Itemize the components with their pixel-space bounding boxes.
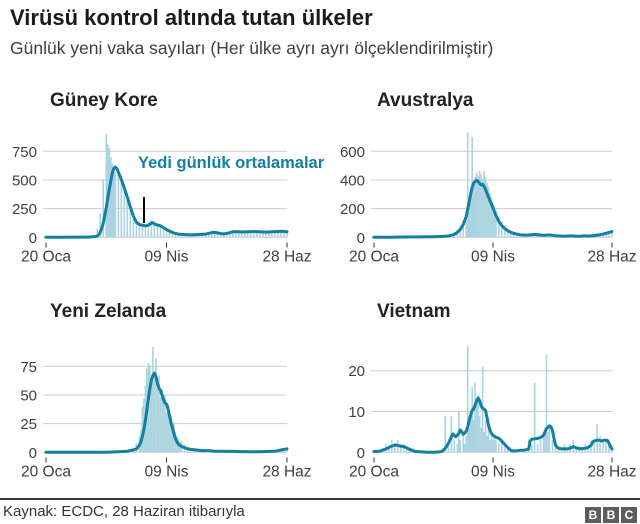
bbc-logo-block: C <box>621 507 637 523</box>
chart-title-guney-kore: Güney Kore <box>50 90 158 111</box>
y-axis-labels: 0 10 20 <box>348 363 365 462</box>
svg-text:20: 20 <box>348 363 365 380</box>
svg-text:50: 50 <box>20 388 37 405</box>
svg-text:28 Haz: 28 Haz <box>587 249 636 266</box>
seven-day-average-line <box>372 178 614 239</box>
gridlines <box>43 150 287 238</box>
svg-text:28 Haz: 28 Haz <box>262 464 311 481</box>
svg-text:09 Nis: 09 Nis <box>471 464 515 481</box>
chart-title-avustralya: Avustralya <box>377 90 474 111</box>
svg-text:500: 500 <box>12 173 37 190</box>
chart-title-yeni-zelanda: Yeni Zelanda <box>50 301 167 322</box>
svg-text:20 Oca: 20 Oca <box>21 249 71 266</box>
svg-text:750: 750 <box>12 144 37 161</box>
svg-text:20 Oca: 20 Oca <box>21 464 71 481</box>
chart-title-vietnam: Vietnam <box>377 301 451 322</box>
seven-day-average-line <box>44 165 289 239</box>
annotation-pointer-line <box>143 197 145 223</box>
svg-text:09 Nis: 09 Nis <box>145 464 189 481</box>
svg-text:20 Oca: 20 Oca <box>349 249 399 266</box>
svg-text:250: 250 <box>12 201 37 218</box>
daily-bars <box>45 134 288 238</box>
svg-text:28 Haz: 28 Haz <box>587 464 636 481</box>
source-text: Kaynak: ECDC, 28 Haziran itibarıyla <box>3 503 245 520</box>
footer-divider <box>0 498 640 500</box>
svg-text:0: 0 <box>29 445 37 462</box>
svg-text:600: 600 <box>340 144 365 161</box>
y-axis-labels: 0 200 400 600 <box>340 144 365 247</box>
svg-text:20 Oca: 20 Oca <box>349 464 399 481</box>
bbc-logo-block: B <box>585 507 601 523</box>
svg-text:0: 0 <box>29 230 37 247</box>
daily-bars <box>376 132 613 238</box>
chart-canvas-avustralya: 20 Oca 09 Nis 28 Haz 0 200 400 600 <box>340 132 637 266</box>
svg-text:09 Nis: 09 Nis <box>145 249 189 266</box>
page-title: Virüsü kontrol altında tutan ülkeler <box>10 5 373 30</box>
bbc-logo-block: B <box>603 507 619 523</box>
x-axis-labels: 20 Oca 09 Nis 28 Haz <box>21 457 312 481</box>
chart-canvas-vietnam: 20 Oca 09 Nis 28 Haz 0 10 20 <box>348 346 637 481</box>
bbc-logo: B B C <box>585 507 637 523</box>
x-axis-labels: 20 Oca 09 Nis 28 Haz <box>21 242 312 266</box>
svg-text:28 Haz: 28 Haz <box>262 249 311 266</box>
chart-canvas-guney-kore: 20 Oca 09 Nis 28 Haz 0 250 500 750 <box>12 134 312 266</box>
svg-text:75: 75 <box>20 359 37 376</box>
svg-text:10: 10 <box>348 404 365 421</box>
y-axis-labels: 0 25 50 75 <box>20 359 37 462</box>
chart-canvas-yeni-zelanda: 20 Oca 09 Nis 28 Haz 0 25 50 75 <box>20 346 312 481</box>
svg-text:400: 400 <box>340 173 365 190</box>
svg-text:0: 0 <box>357 445 365 462</box>
seven-day-average-line <box>44 371 289 454</box>
x-axis-labels: 20 Oca 09 Nis 28 Haz <box>349 457 637 481</box>
seven-day-average-annotation: Yedi günlük ortalamalar <box>138 154 325 172</box>
svg-text:0: 0 <box>357 230 365 247</box>
svg-text:200: 200 <box>340 201 365 218</box>
y-axis-labels: 0 250 500 750 <box>12 144 37 247</box>
page-subtitle: Günlük yeni vaka sayıları (Her ülke ayrı… <box>10 38 494 58</box>
x-axis-labels: 20 Oca 09 Nis 28 Haz <box>349 242 637 266</box>
svg-text:25: 25 <box>20 416 37 433</box>
seven-day-average-line <box>372 396 614 454</box>
svg-text:09 Nis: 09 Nis <box>471 249 515 266</box>
